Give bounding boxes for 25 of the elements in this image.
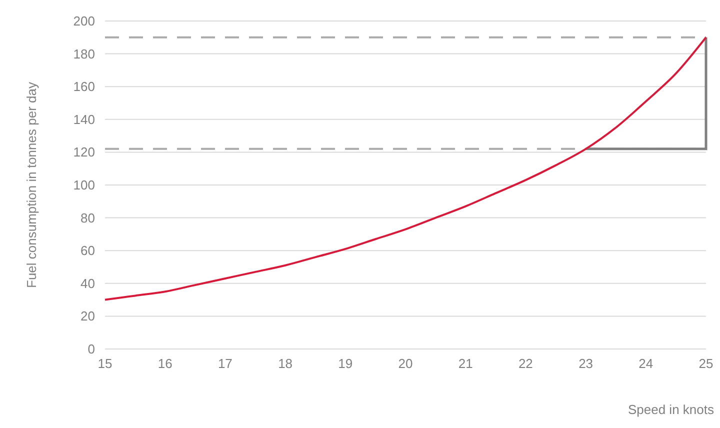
y-tick-label: 20: [80, 308, 95, 324]
x-axis-title: Speed in knots: [628, 402, 714, 417]
y-tick-label: 80: [80, 210, 95, 226]
x-tick-label: 20: [398, 356, 413, 371]
x-tick-label: 17: [218, 356, 232, 371]
x-tick-label: 18: [278, 356, 293, 371]
y-tick-label: 100: [73, 178, 95, 192]
y-axis-title: Fuel consumption in tonnes per day: [24, 82, 39, 288]
y-tick-label: 180: [73, 46, 95, 62]
x-tick-label: 23: [578, 356, 594, 371]
y-tick-label: 140: [73, 112, 95, 127]
y-tick-label: 120: [73, 144, 95, 160]
y-tick-label: 40: [80, 276, 95, 291]
x-tick-label: 19: [338, 356, 353, 371]
x-tick-label: 24: [638, 356, 654, 371]
y-tick-label: 60: [80, 243, 95, 258]
x-tick-label: 25: [698, 356, 714, 371]
y-tick-label: 0: [88, 342, 95, 356]
x-tick-label: 22: [518, 356, 533, 371]
y-tick-label: 200: [73, 14, 95, 28]
x-tick-label: 21: [458, 356, 473, 371]
x-tick-label: 15: [98, 356, 112, 371]
x-tick-label: 16: [158, 356, 172, 371]
y-tick-label: 160: [73, 79, 95, 94]
line-series: [104, 36, 707, 301]
